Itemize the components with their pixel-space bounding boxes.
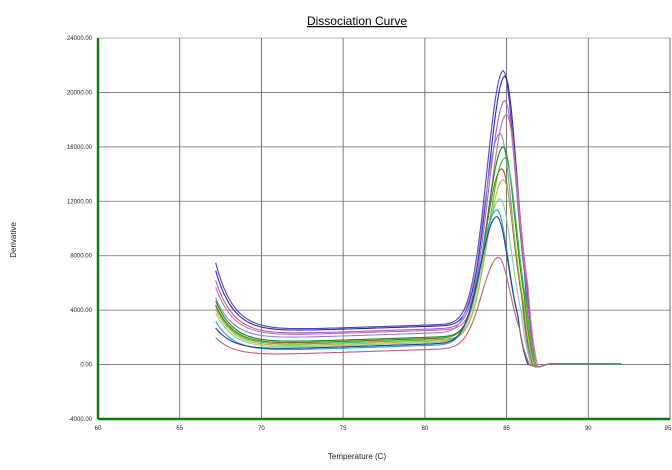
x-tick-label: 85 — [503, 426, 510, 432]
tick-labels: 60 65 70 75 80 85 90 95 -4000.00 0.00 4000.00 8000.… — [67, 36, 672, 432]
x-tick-label: 65 — [176, 426, 183, 432]
chart-title: Dissociation Curve — [307, 14, 407, 28]
y-tick-label: -4000.00 — [68, 417, 92, 423]
y-tick-label: 4000.00 — [70, 308, 92, 314]
x-axis-label: Temperature (C) — [328, 452, 387, 461]
series-lines — [215, 69, 621, 368]
x-tick-label: 70 — [258, 426, 265, 432]
y-tick-label: 8000.00 — [70, 254, 92, 260]
grid-lines — [97, 37, 671, 420]
axes — [96, 38, 670, 421]
x-tick-label: 80 — [422, 426, 429, 432]
y-tick-label: 16000.00 — [67, 145, 93, 151]
y-tick-label: 20000.00 — [67, 90, 93, 96]
y-tick-label: 24000.00 — [67, 36, 93, 42]
x-tick-label: 90 — [585, 426, 592, 432]
x-tick-label: 60 — [95, 426, 102, 432]
x-tick-label: 95 — [665, 426, 672, 432]
plot-area — [97, 37, 671, 420]
y-axis-label: Derivative — [9, 222, 18, 258]
x-tick-label: 75 — [340, 426, 347, 432]
series-line — [215, 256, 621, 368]
y-tick-label: 0.00 — [80, 363, 92, 369]
y-tick-label: 12000.00 — [67, 199, 93, 205]
